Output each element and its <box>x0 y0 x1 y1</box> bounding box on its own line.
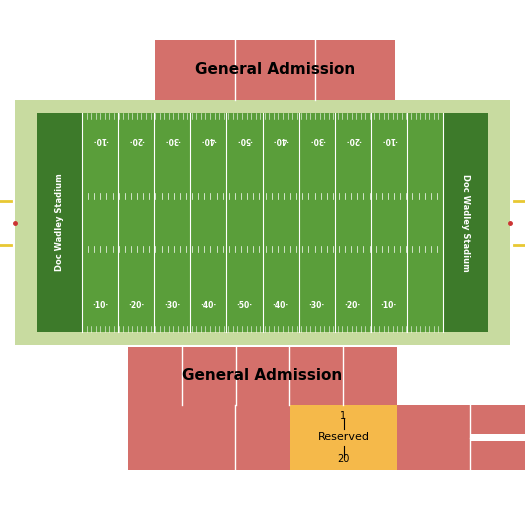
Text: ·10·: ·10· <box>381 135 397 144</box>
Bar <box>37 113 82 332</box>
Text: Reserved: Reserved <box>318 433 370 443</box>
Text: ·40·: ·40· <box>272 301 289 310</box>
Text: ·50·: ·50· <box>236 135 253 144</box>
Text: ·10·: ·10· <box>381 301 397 310</box>
Bar <box>155 40 395 100</box>
Text: ·50·: ·50· <box>236 301 253 310</box>
Text: Doc Wadley Stadium: Doc Wadley Stadium <box>461 174 470 271</box>
Text: ·20·: ·20· <box>344 301 361 310</box>
Text: ·30·: ·30· <box>164 301 181 310</box>
Bar <box>443 113 488 332</box>
Text: ·30·: ·30· <box>309 301 325 310</box>
Text: General Admission: General Admission <box>195 62 355 78</box>
Bar <box>397 405 470 470</box>
Text: ·40·: ·40· <box>272 135 289 144</box>
Text: General Admission: General Admission <box>182 369 343 383</box>
Bar <box>37 113 488 332</box>
Bar <box>128 347 397 405</box>
Text: ·20·: ·20· <box>344 135 361 144</box>
Text: ·30·: ·30· <box>309 135 325 144</box>
Text: ·10·: ·10· <box>92 135 108 144</box>
Text: ·20·: ·20· <box>128 301 144 310</box>
Text: ·40·: ·40· <box>200 135 216 144</box>
Bar <box>128 405 235 470</box>
Text: 20: 20 <box>337 454 350 464</box>
Text: 1: 1 <box>340 411 346 421</box>
Text: ·40·: ·40· <box>200 301 216 310</box>
Bar <box>235 405 290 470</box>
Bar <box>470 441 525 470</box>
Text: ·30·: ·30· <box>164 135 181 144</box>
Text: ·20·: ·20· <box>128 135 144 144</box>
Bar <box>470 405 525 434</box>
Bar <box>15 100 510 345</box>
Text: Doc Wadley Stadium: Doc Wadley Stadium <box>55 174 64 271</box>
Bar <box>290 405 397 470</box>
Text: ·10·: ·10· <box>92 301 108 310</box>
